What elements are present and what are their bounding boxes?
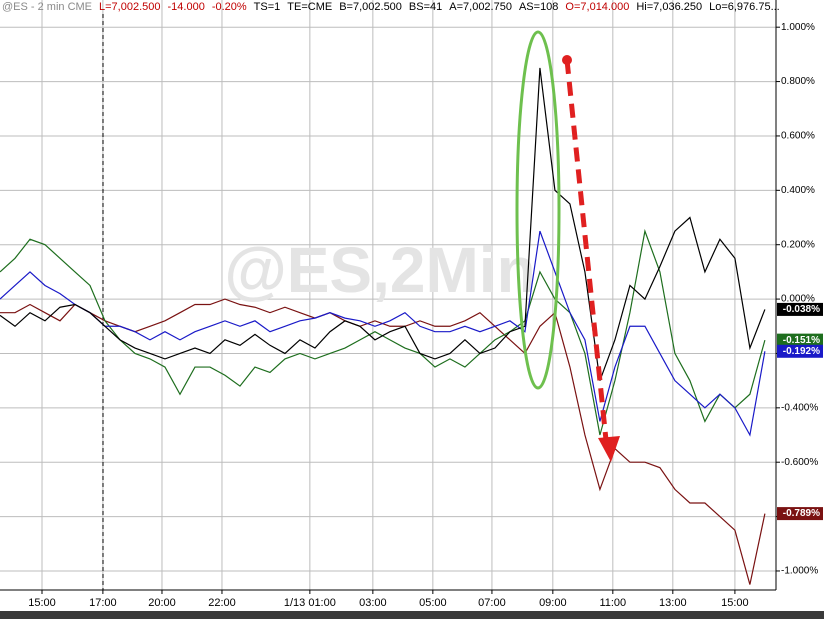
axis-labels: 1.000%0.800%0.600%0.400%0.200%0.000%-0.2… [28, 22, 823, 609]
value-label: -0.192% [783, 346, 820, 357]
y-tick-label: 0.000% [781, 294, 815, 305]
y-tick-label: -0.400% [781, 402, 818, 413]
header-item: A=7,002.750 [449, 1, 512, 13]
y-tick-label: 0.200% [781, 239, 815, 250]
header-item: -14.000 [167, 1, 205, 13]
value-label-box [777, 333, 823, 347]
header-item: L=7,002.500 [99, 1, 161, 13]
value-label: -0.038% [783, 304, 820, 315]
watermark: @ES,2Min [224, 234, 535, 306]
y-tick-label: 0.600% [781, 131, 815, 142]
header-item: TS=1 [253, 1, 281, 13]
x-tick-label: 20:00 [148, 597, 176, 609]
x-tick-label: 13:00 [659, 597, 687, 609]
header-item: @ES - 2 min CME [2, 1, 93, 13]
y-tick-label: 1.000% [781, 22, 815, 33]
value-label-box [777, 507, 823, 521]
scrollbar [0, 611, 824, 619]
series-line [0, 230, 766, 437]
header-item: BS=41 [408, 1, 443, 13]
y-tick-label: 0.400% [781, 185, 815, 196]
arrow-shaft [564, 59, 609, 441]
y-tick-label: -1.000% [781, 566, 818, 577]
series-lines [0, 67, 766, 585]
x-tick-label: 05:00 [419, 597, 447, 609]
x-tick-label: 09:00 [539, 597, 567, 609]
x-tick-label: 17:00 [89, 597, 117, 609]
value-label-box [777, 344, 823, 358]
x-tick-label: 15:00 [721, 597, 749, 609]
header-item: TE=CME [287, 1, 333, 13]
x-tick-label: 15:00 [28, 597, 56, 609]
x-tick-label: 1/13 01:00 [284, 597, 336, 609]
series-line [0, 67, 766, 381]
header-item: Lo=6,976.75... [709, 1, 780, 13]
grid [0, 0, 776, 590]
y-tick-label: -0.600% [781, 457, 818, 468]
x-tick-label: 03:00 [359, 597, 387, 609]
value-label: -0.789% [783, 508, 820, 519]
header-item: O=7,014.000 [565, 1, 630, 13]
highlight-ellipse [515, 30, 561, 390]
header-item: Hi=7,036.250 [636, 1, 703, 13]
header: @ES - 2 min CME L=7,002.500 -14.000 -0.20% T… [2, 1, 787, 13]
value-label-box [777, 302, 823, 316]
x-tick-label: 07:00 [478, 597, 506, 609]
x-tick-label: 22:00 [208, 597, 236, 609]
y-tick-label: 0.800% [781, 76, 815, 87]
x-tick-label: 11:00 [599, 597, 626, 609]
value-label: -0.151% [783, 335, 820, 346]
header-item: B=7,002.500 [339, 1, 402, 13]
header-item: -0.20% [211, 1, 247, 13]
arrow-tail [562, 55, 572, 65]
arrow-head [598, 436, 620, 462]
header-item: AS=108 [518, 1, 559, 13]
